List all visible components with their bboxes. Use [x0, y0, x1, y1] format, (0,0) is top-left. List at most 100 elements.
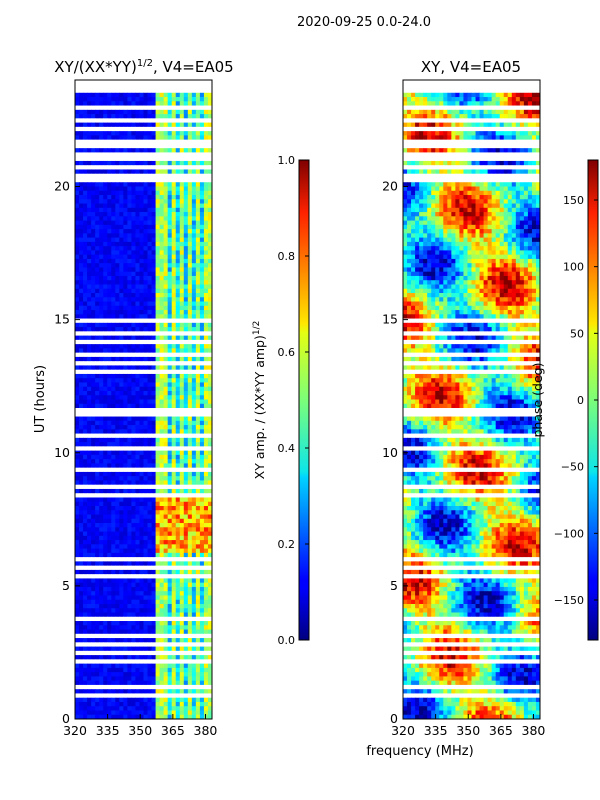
amplitude-cell — [199, 638, 205, 643]
amplitude-cell — [167, 122, 173, 128]
amplitude-cell — [139, 143, 144, 149]
amplitude-cell — [103, 390, 108, 396]
amplitude-cell — [159, 301, 165, 307]
amplitude-cell — [143, 429, 148, 434]
amplitude-cell — [203, 199, 209, 204]
amplitude-cell — [207, 97, 213, 102]
amplitude-cell — [99, 599, 104, 605]
amplitude-cell — [187, 80, 193, 85]
amplitude-cell — [155, 173, 161, 179]
amplitude-cell — [79, 672, 84, 677]
amplitude-cell — [119, 250, 124, 256]
amplitude-cell — [171, 569, 177, 575]
amplitude-cell — [115, 548, 120, 554]
amplitude-cell — [147, 612, 152, 618]
amplitude-cell — [115, 650, 120, 656]
amplitude-cell — [135, 463, 140, 469]
amplitude-cell — [83, 565, 88, 571]
amplitude-cell — [143, 126, 148, 132]
amplitude-cell — [139, 621, 144, 626]
amplitude-cell — [131, 280, 136, 285]
amplitude-cell — [187, 135, 193, 141]
amplitude-cell — [99, 467, 104, 473]
amplitude-cell — [195, 339, 201, 345]
amplitude-cell — [95, 612, 100, 618]
amplitude-cell — [159, 523, 165, 528]
amplitude-cell — [179, 386, 185, 392]
amplitude-cell — [207, 667, 213, 673]
amplitude-cell — [103, 676, 108, 682]
amplitude-cell — [151, 365, 156, 371]
amplitude-cell — [99, 297, 104, 302]
amplitude-cell — [127, 352, 132, 358]
amplitude-cell — [95, 160, 100, 166]
amplitude-cell — [131, 514, 136, 520]
amplitude-cell — [127, 173, 132, 179]
amplitude-cell — [99, 395, 104, 400]
amplitude-cell — [151, 88, 156, 94]
amplitude-cell — [107, 327, 112, 332]
amplitude-cell — [103, 501, 108, 507]
amplitude-cell — [155, 608, 161, 613]
amplitude-cell — [95, 518, 100, 524]
amplitude-cell — [135, 514, 140, 520]
amplitude-cell — [87, 288, 92, 294]
amplitude-cell — [107, 450, 112, 456]
amplitude-cell — [195, 386, 201, 392]
amplitude-cell — [143, 420, 148, 426]
amplitude-cell — [131, 390, 136, 396]
amplitude-cell — [95, 476, 100, 481]
amplitude-cell — [103, 403, 108, 409]
amplitude-cell — [95, 314, 100, 319]
amplitude-cell — [135, 390, 140, 396]
amplitude-cell — [167, 608, 173, 613]
amplitude-cell — [195, 416, 201, 422]
amplitude-cell — [207, 241, 213, 247]
amplitude-cell — [151, 322, 156, 328]
amplitude-cell — [191, 229, 197, 234]
amplitude-cell — [135, 118, 140, 123]
amplitude-cell — [187, 310, 193, 315]
amplitude-cell — [103, 322, 108, 328]
amplitude-cell — [79, 582, 84, 588]
amplitude-cell — [99, 373, 104, 379]
amplitude-cell — [139, 92, 144, 98]
amplitude-cell — [187, 506, 193, 511]
amplitude-cell — [195, 667, 201, 673]
amplitude-cell — [139, 429, 144, 434]
amplitude-cell — [103, 646, 108, 652]
amplitude-cell — [191, 467, 197, 473]
amplitude-cell — [87, 552, 92, 558]
amplitude-cell — [95, 672, 100, 677]
amplitude-cell — [195, 314, 201, 319]
amplitude-cell — [91, 459, 96, 464]
amplitude-cell — [183, 442, 189, 447]
amplitude-cell — [87, 224, 92, 230]
amplitude-cell — [103, 684, 108, 690]
amplitude-cell — [199, 569, 205, 575]
amplitude-cell — [203, 105, 209, 111]
amplitude-cell — [103, 586, 108, 592]
amplitude-cell — [91, 331, 96, 336]
amplitude-cell — [175, 280, 181, 285]
amplitude-cell — [99, 454, 104, 460]
amplitude-cell — [187, 97, 193, 102]
amplitude-cell — [155, 322, 161, 328]
amplitude-cell — [195, 629, 201, 635]
amplitude-cell — [199, 433, 205, 439]
amplitude-cell — [175, 701, 181, 707]
amplitude-cell — [195, 663, 201, 669]
amplitude-cell — [119, 148, 124, 153]
amplitude-cell — [195, 203, 201, 209]
amplitude-cell — [95, 523, 100, 528]
amplitude-cell — [115, 416, 120, 422]
amplitude-cell — [111, 416, 116, 422]
amplitude-cell — [175, 97, 181, 102]
amplitude-cell — [123, 109, 128, 115]
amplitude-cell — [159, 540, 165, 545]
amplitude-cell — [135, 216, 140, 221]
amplitude-cell — [119, 241, 124, 247]
amplitude-cell — [119, 467, 124, 473]
amplitude-cell — [119, 352, 124, 358]
amplitude-cell — [131, 408, 136, 413]
